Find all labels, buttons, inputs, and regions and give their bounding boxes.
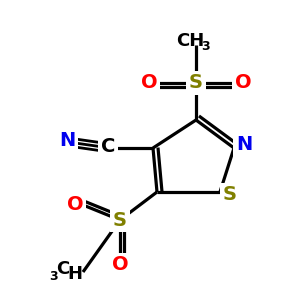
Text: O: O bbox=[112, 256, 128, 274]
Text: O: O bbox=[67, 196, 83, 214]
Text: 3: 3 bbox=[50, 269, 58, 283]
Text: S: S bbox=[223, 185, 237, 205]
Text: 3: 3 bbox=[201, 40, 209, 53]
Text: C: C bbox=[56, 260, 70, 278]
Text: S: S bbox=[189, 74, 203, 92]
Text: C: C bbox=[101, 136, 115, 155]
Text: N: N bbox=[236, 136, 252, 154]
Text: O: O bbox=[235, 74, 251, 92]
Text: S: S bbox=[113, 211, 127, 230]
Text: H: H bbox=[68, 265, 82, 283]
Text: CH: CH bbox=[176, 32, 204, 50]
Text: N: N bbox=[59, 131, 75, 151]
Text: O: O bbox=[141, 74, 157, 92]
